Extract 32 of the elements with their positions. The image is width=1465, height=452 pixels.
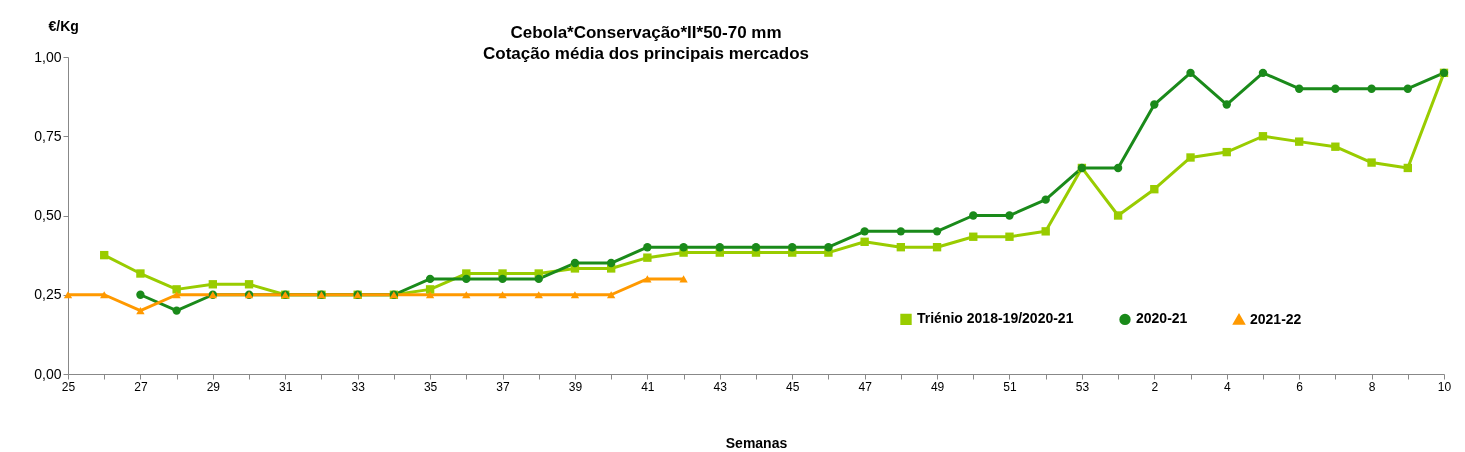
- x-tick-label: 8: [1368, 379, 1376, 394]
- x-tick-label: 49: [930, 379, 945, 394]
- x-tick-label: 47: [858, 379, 873, 394]
- x-tick-label: 29: [206, 379, 221, 394]
- y-tick-label: 0,25: [34, 286, 62, 303]
- x-tick-label: 6: [1296, 379, 1304, 394]
- chart-title: Cebola*Conservação*II*50-70 mm: [510, 23, 782, 42]
- y-tick-label: 1,00: [34, 48, 62, 65]
- x-tick-label: 41: [641, 379, 655, 394]
- x-tick-label: 43: [713, 379, 728, 394]
- y-tick-label: 0,00: [34, 365, 62, 382]
- x-tick-label: 31: [279, 379, 293, 394]
- x-tick-label: 53: [1075, 379, 1090, 394]
- x-tick-label: 25: [61, 379, 76, 394]
- legend-label: Triénio 2018-19/2020-21: [917, 310, 1074, 327]
- y-tick-label: 0,50: [34, 207, 62, 223]
- x-axis-title: Semanas: [725, 434, 788, 451]
- chart-subtitle: Cotação média dos principais mercados: [483, 44, 809, 63]
- legend-label: 2020-21: [1136, 310, 1188, 327]
- y-axis-title: €/Kg: [48, 17, 79, 34]
- x-tick-label: 4: [1223, 379, 1231, 394]
- x-tick-label: 37: [496, 379, 511, 394]
- x-tick-label: 51: [1003, 379, 1017, 394]
- x-tick-label: 2: [1151, 379, 1159, 394]
- legend-label: 2021-22: [1250, 310, 1302, 327]
- y-tick-label: 0,75: [34, 127, 62, 144]
- x-tick-label: 27: [134, 379, 148, 394]
- x-tick-label: 39: [568, 379, 583, 394]
- x-tick-label: 10: [1437, 379, 1452, 394]
- x-tick-label: 35: [423, 379, 438, 394]
- x-tick-label: 33: [351, 379, 366, 394]
- x-tick-label: 45: [786, 379, 800, 394]
